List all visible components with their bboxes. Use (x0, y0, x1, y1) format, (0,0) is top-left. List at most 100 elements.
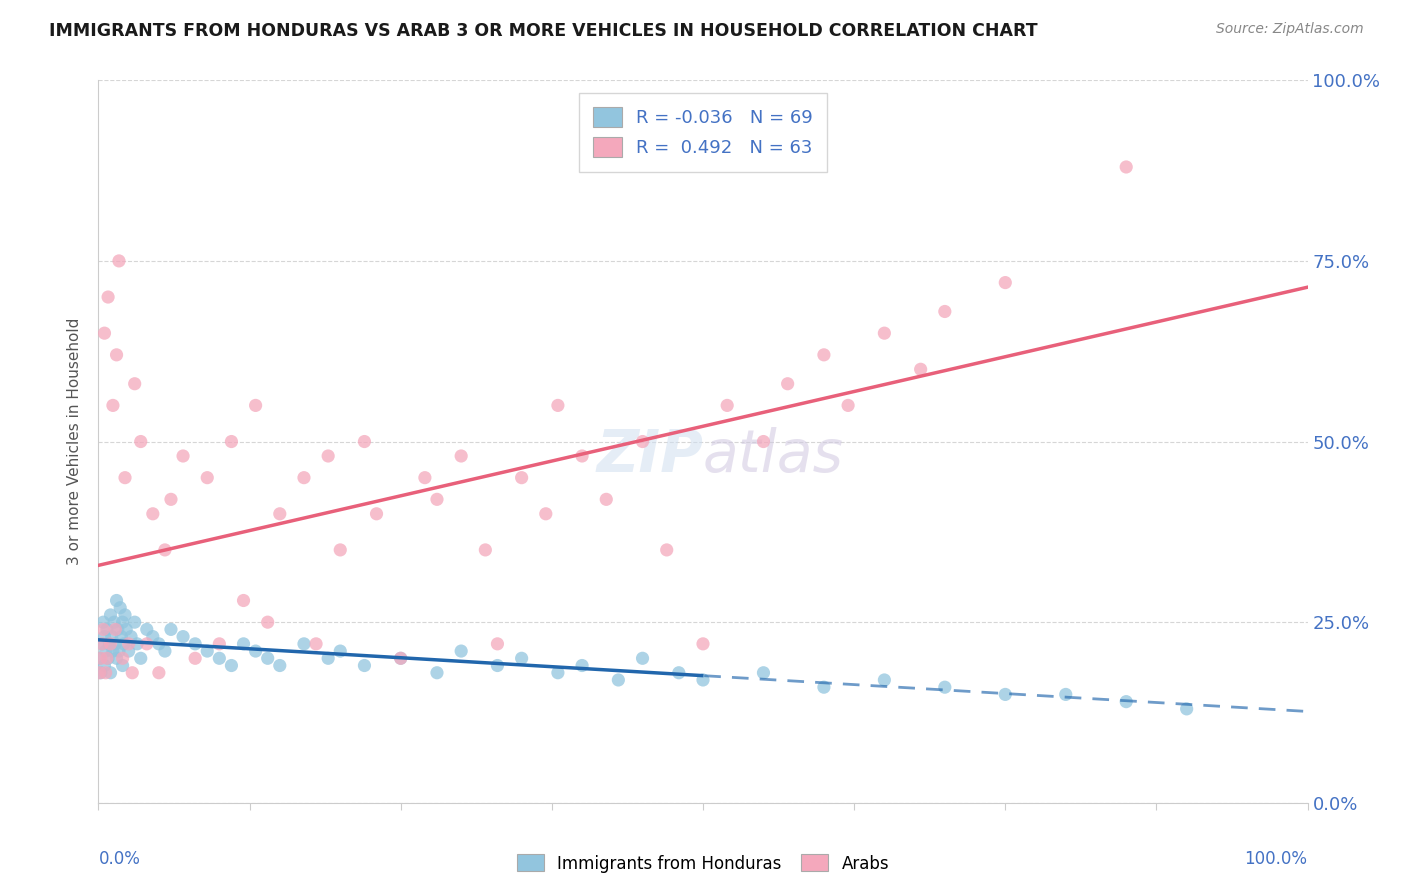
Text: 0.0%: 0.0% (98, 850, 141, 868)
Point (96, 623, 118, 637)
Point (91, 637, 114, 651)
Point (221, 658, 243, 673)
Point (111, 615, 134, 630)
Point (97, 651, 120, 665)
Point (389, 651, 412, 665)
Point (89, 665, 111, 680)
Point (91, 637, 114, 651)
Point (108, 600, 131, 615)
Point (329, 542, 352, 557)
Point (486, 658, 509, 673)
Point (631, 434, 654, 449)
Point (208, 651, 231, 665)
Point (1115, 160, 1137, 174)
Point (114, 471, 136, 485)
Point (115, 623, 138, 637)
Point (353, 658, 375, 673)
Point (413, 471, 436, 485)
Point (510, 651, 533, 665)
Point (547, 665, 569, 680)
Point (148, 637, 170, 651)
Point (112, 637, 135, 651)
Point (873, 326, 896, 341)
Point (195, 471, 218, 485)
Point (98, 637, 121, 651)
Text: atlas: atlas (703, 427, 844, 484)
Point (316, 651, 339, 665)
Text: Source: ZipAtlas.com: Source: ZipAtlas.com (1216, 22, 1364, 37)
Point (934, 304, 956, 318)
Point (148, 665, 170, 680)
Point (595, 492, 617, 507)
Point (1175, 702, 1198, 716)
Point (93, 326, 115, 341)
Point (208, 637, 231, 651)
Point (124, 376, 146, 391)
Point (110, 630, 132, 644)
Point (100, 607, 122, 622)
Point (129, 651, 152, 665)
Point (353, 434, 375, 449)
Point (101, 398, 124, 412)
Point (142, 507, 165, 521)
Y-axis label: 3 or more Vehicles in Household: 3 or more Vehicles in Household (67, 318, 83, 566)
Point (111, 658, 134, 673)
Text: IMMIGRANTS FROM HONDURAS VS ARAB 3 OR MORE VEHICLES IN HOUSEHOLD CORRELATION CHA: IMMIGRANTS FROM HONDURAS VS ARAB 3 OR MO… (49, 22, 1038, 40)
Point (366, 507, 388, 521)
Point (94, 644, 117, 658)
Point (153, 542, 176, 557)
Point (111, 651, 134, 665)
Point (184, 637, 207, 651)
Point (91, 615, 114, 630)
Point (450, 644, 472, 658)
Point (195, 644, 218, 658)
Point (668, 665, 690, 680)
Point (93, 630, 115, 644)
Point (1115, 695, 1137, 709)
Point (91, 623, 114, 637)
Point (813, 680, 835, 694)
Point (120, 630, 142, 644)
Point (108, 644, 131, 658)
Point (607, 673, 630, 687)
Point (90, 651, 112, 665)
Point (105, 348, 128, 362)
Point (256, 615, 278, 630)
Point (108, 253, 131, 268)
Point (118, 637, 141, 651)
Point (752, 665, 775, 680)
Point (305, 637, 328, 651)
Point (631, 651, 654, 665)
Point (124, 615, 146, 630)
Point (269, 507, 291, 521)
Text: 100.0%: 100.0% (1244, 850, 1308, 868)
Point (100, 665, 122, 680)
Point (104, 623, 127, 637)
Point (873, 673, 896, 687)
Point (97, 290, 120, 304)
Point (813, 348, 835, 362)
Point (776, 376, 799, 391)
Point (232, 637, 254, 651)
Point (426, 492, 449, 507)
Point (96, 651, 118, 665)
Point (94, 665, 117, 680)
Point (105, 593, 128, 607)
Point (994, 276, 1017, 290)
Point (994, 687, 1017, 701)
Point (153, 644, 176, 658)
Point (450, 449, 472, 463)
Point (1054, 687, 1077, 701)
Point (837, 398, 859, 412)
Point (114, 607, 136, 622)
Point (934, 680, 956, 694)
Point (105, 651, 128, 665)
Point (389, 651, 412, 665)
Point (127, 637, 149, 651)
Point (547, 398, 569, 412)
Point (292, 637, 315, 651)
Legend: Immigrants from Honduras, Arabs: Immigrants from Honduras, Arabs (510, 847, 896, 880)
Point (142, 630, 165, 644)
Point (160, 492, 183, 507)
Point (121, 665, 143, 680)
